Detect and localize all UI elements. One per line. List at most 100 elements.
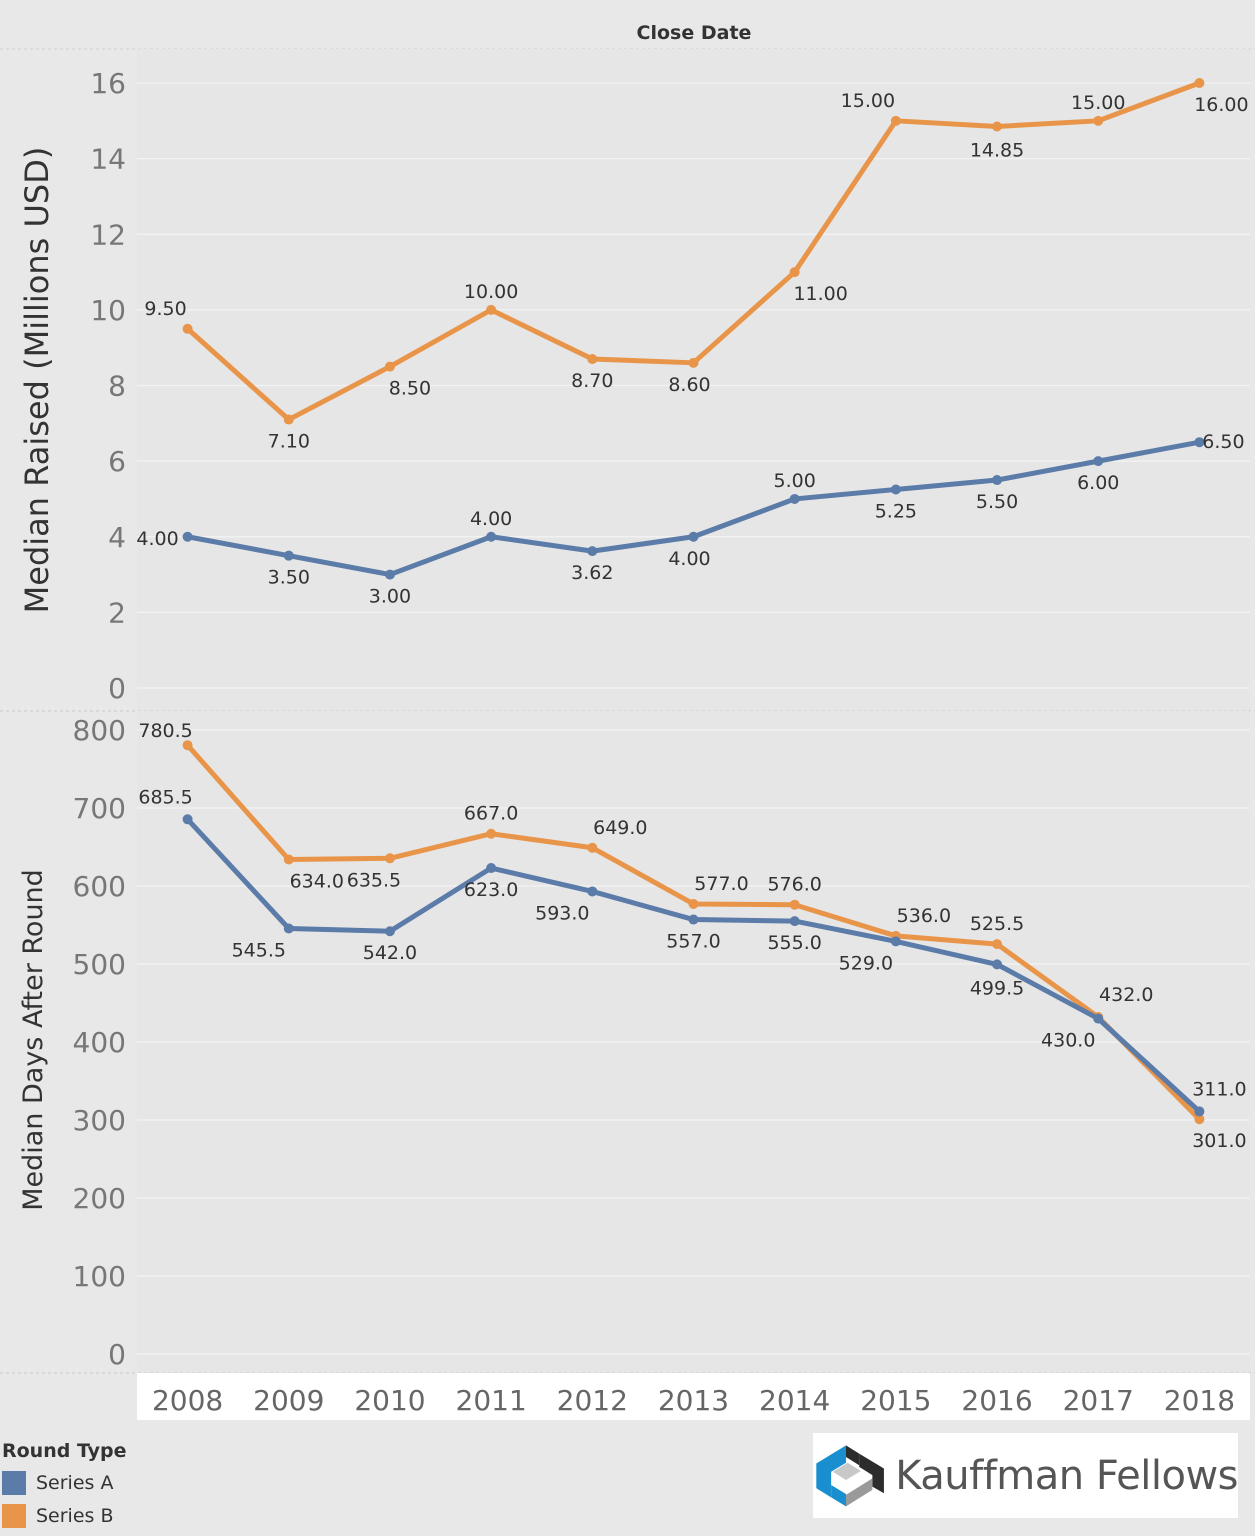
kauffman-fellows-logo: Kauffman Fellows <box>813 1433 1238 1518</box>
panel-1-series-b-point <box>486 304 497 315</box>
panel-1-y-tick-label: 16 <box>90 67 126 100</box>
panel-2-series-a-point <box>688 914 699 925</box>
panel-2-series-b-data-label: 525.5 <box>970 913 1024 935</box>
panel-2-series-b-data-label: 577.0 <box>694 873 748 895</box>
panel-1-series-b-data-label: 14.85 <box>970 139 1024 161</box>
chart: Close Date 0 2 4 6 8 10 12 14 16 Median Raised (Mi… <box>0 10 1255 1420</box>
panel-2-series-a-data-label: 685.5 <box>138 786 192 808</box>
panel-2-series-a-data-label: 542.0 <box>363 942 417 964</box>
panel-2-series-b-data-label: 576.0 <box>767 874 821 896</box>
panel-2-series-a-data-label: 555.0 <box>767 932 821 954</box>
legend-swatch-series-a <box>2 1470 26 1495</box>
panel-1-series-a-point <box>283 550 294 561</box>
panel-1-series-a-point <box>992 475 1003 486</box>
panel-2-series-b-point <box>182 740 193 751</box>
panel-2-series-a-point <box>486 863 497 874</box>
panel-1-series-a-point <box>1194 437 1205 448</box>
panel-1-series-b-data-label: 8.50 <box>389 378 431 400</box>
panel-2-series-a-point <box>1194 1106 1205 1117</box>
panel-2-y-tick-label: 0 <box>108 1338 126 1371</box>
header-band <box>0 10 1255 49</box>
panel-1-plot-area <box>137 49 1250 711</box>
panel-1-y-tick-label: 2 <box>108 596 126 629</box>
legend-label-series-a: Series A <box>36 1471 114 1494</box>
panel-2-y-tick-label: 200 <box>73 1182 126 1215</box>
panel-2-series-a-data-label: 623.0 <box>464 879 518 901</box>
panel-1-series-b-point <box>1093 115 1104 126</box>
legend-label-series-b: Series B <box>36 1504 114 1527</box>
panel-1-series-b-data-label: 7.10 <box>268 431 310 453</box>
panel-1-series-a-point <box>890 484 901 495</box>
x-tick-label: 2008 <box>152 1384 223 1417</box>
panel-2-series-b-point <box>587 842 598 853</box>
legend-item-series-b[interactable]: Series B <box>2 1499 127 1532</box>
panel-2-series-a-data-label: 557.0 <box>666 931 720 953</box>
logo-text: Kauffman Fellows <box>895 1452 1238 1499</box>
panel-1-series-a-data-label: 5.00 <box>774 470 816 492</box>
panel-1-series-b-data-label: 8.70 <box>571 370 613 392</box>
x-tick-label: 2014 <box>759 1384 830 1417</box>
panel-2-y-tick-label: 700 <box>73 792 126 825</box>
panel-2-series-b-data-label: 432.0 <box>1099 984 1153 1006</box>
panel-1-series-a-point <box>486 531 497 542</box>
x-tick-label: 2011 <box>456 1384 527 1417</box>
x-tick-label: 2015 <box>860 1384 931 1417</box>
x-tick-label: 2012 <box>557 1384 628 1417</box>
x-tick-label: 2013 <box>658 1384 729 1417</box>
panel-1-series-a-point <box>789 493 800 504</box>
panel-1-series-b-data-label: 9.50 <box>144 298 186 320</box>
panel-2-series-a-point <box>992 959 1003 970</box>
panel-2-series-a-data-label: 499.5 <box>970 977 1024 999</box>
panel-2-series-b-point <box>283 854 294 865</box>
panel-1-series-b-point <box>1194 78 1205 88</box>
panel-1-series-a-data-label: 6.00 <box>1077 472 1119 494</box>
x-axis-band <box>137 1373 1250 1420</box>
panel-2-series-a-data-label: 545.5 <box>232 940 286 962</box>
panel-2-series-a-point <box>384 926 395 937</box>
panel-2-series-b-data-label: 649.0 <box>593 817 647 839</box>
panel-2-series-b-point <box>1194 1114 1205 1125</box>
panel-2-series-b-point <box>992 939 1003 950</box>
legend-item-series-a[interactable]: Series A <box>2 1466 127 1499</box>
panel-1-series-a-data-label: 3.50 <box>268 567 310 589</box>
panel-1-series-a-point <box>688 531 699 542</box>
panel-1-y-tick-label: 0 <box>108 672 126 705</box>
panel-2-series-a-data-label: 311.0 <box>1192 1078 1246 1100</box>
panel-2-series-a-point <box>1093 1013 1104 1024</box>
panel-1-series-b-point <box>587 354 598 365</box>
panel-2-series-a-point <box>283 923 294 934</box>
legend-swatch-series-b <box>2 1503 26 1528</box>
panel-2-series-a-data-label: 430.0 <box>1041 1030 1095 1052</box>
panel-2-series-b-data-label: 667.0 <box>464 803 518 825</box>
panel-1-y-tick-label: 4 <box>108 521 126 554</box>
panel-2-y-tick-label: 600 <box>73 870 126 903</box>
panel-2-series-a-data-label: 593.0 <box>535 902 589 924</box>
panel-2-series-b-data-label: 301.0 <box>1192 1130 1246 1152</box>
panel-2-series-a-data-label: 529.0 <box>839 952 893 974</box>
panel-2-series-a-point <box>890 936 901 947</box>
panel-2-series-b-data-label: 780.5 <box>138 720 192 742</box>
panel-1-series-b-point <box>890 115 901 126</box>
panel-1-series-b-point <box>789 267 800 278</box>
panel-1-series-b-data-label: 11.00 <box>793 283 847 305</box>
panel-1-y-tick-label: 8 <box>108 370 126 403</box>
panel-1-series-a-point <box>384 569 395 580</box>
panel-1-series-b-data-label: 10.00 <box>464 281 518 303</box>
panel-1-series-a-data-label: 5.25 <box>875 500 917 522</box>
panel-2-y-tick-label: 500 <box>73 948 126 981</box>
x-tick-label: 2010 <box>354 1384 425 1417</box>
legend: Round Type Series A Series B <box>2 1440 127 1532</box>
panel-1-series-b-data-label: 15.00 <box>1071 92 1125 114</box>
panel-2-series-b-point <box>384 853 395 864</box>
panel-1-y-tick-label: 6 <box>108 445 126 478</box>
x-tick-label: 2016 <box>961 1384 1032 1417</box>
panel-1-series-a-data-label: 4.00 <box>470 508 512 530</box>
header-title: Close Date <box>637 22 752 44</box>
panel-2-series-b-point <box>789 899 800 910</box>
panel-1-series-b-data-label: 8.60 <box>668 374 710 396</box>
panel-2-y-tick-label: 800 <box>73 714 126 747</box>
panel-1-series-a-data-label: 6.50 <box>1202 431 1244 453</box>
panel-1-series-a-point <box>182 531 193 542</box>
x-tick-label: 2018 <box>1164 1384 1235 1417</box>
panel-1-series-b-data-label: 16.00 <box>1194 94 1248 116</box>
